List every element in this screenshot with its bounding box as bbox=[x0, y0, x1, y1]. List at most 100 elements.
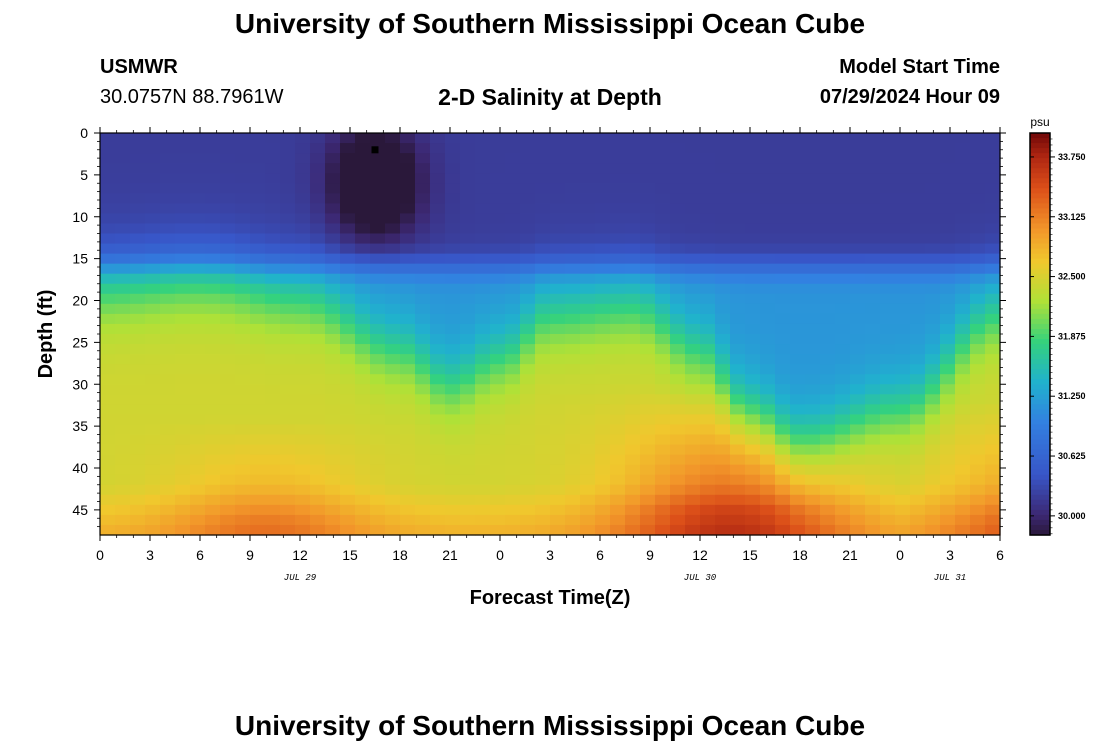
colorbar-segment bbox=[1030, 439, 1050, 446]
heatmap-cell bbox=[100, 394, 116, 405]
heatmap-cell bbox=[550, 173, 566, 184]
heatmap-cell bbox=[655, 424, 671, 436]
heatmap-cell bbox=[880, 344, 896, 355]
colorbar-segment bbox=[1030, 328, 1050, 335]
heatmap-cell bbox=[820, 293, 836, 305]
heatmap-cell bbox=[490, 504, 506, 516]
heatmap-cell bbox=[595, 253, 611, 265]
heatmap-cell bbox=[115, 384, 131, 395]
heatmap-cell bbox=[700, 163, 716, 174]
heatmap-cell bbox=[520, 203, 536, 214]
heatmap-cell bbox=[760, 163, 776, 174]
heatmap-cell bbox=[715, 374, 731, 385]
heatmap-cell bbox=[790, 474, 806, 486]
heatmap-cell bbox=[400, 153, 416, 164]
heatmap-cell bbox=[610, 193, 626, 204]
heatmap-cell bbox=[430, 303, 446, 315]
heatmap-cell bbox=[580, 454, 596, 466]
heatmap-cell bbox=[250, 253, 266, 265]
heatmap-cell bbox=[355, 293, 371, 305]
heatmap-cell bbox=[430, 514, 446, 526]
heatmap-cell bbox=[775, 374, 791, 385]
heatmap-cell bbox=[955, 203, 971, 214]
heatmap-cell bbox=[550, 374, 566, 385]
heatmap-cell bbox=[175, 384, 191, 395]
heatmap-cell bbox=[565, 143, 581, 154]
heatmap-cell bbox=[205, 444, 221, 456]
heatmap-cell bbox=[835, 273, 851, 285]
heatmap-cell bbox=[715, 424, 731, 436]
heatmap-cell bbox=[325, 504, 341, 516]
heatmap-cell bbox=[775, 233, 791, 245]
heatmap-cell bbox=[640, 424, 656, 436]
heatmap-cell bbox=[550, 213, 566, 225]
heatmap-cell bbox=[955, 514, 971, 526]
heatmap-cell bbox=[790, 424, 806, 436]
heatmap-cell bbox=[385, 444, 401, 456]
heatmap-cell bbox=[490, 223, 506, 235]
heatmap-cell bbox=[595, 303, 611, 315]
heatmap-cell bbox=[655, 143, 671, 154]
heatmap-cell bbox=[160, 434, 176, 446]
heatmap-cell bbox=[610, 434, 626, 446]
heatmap-cell bbox=[160, 384, 176, 395]
heatmap-cell bbox=[235, 334, 251, 345]
heatmap-cell bbox=[775, 183, 791, 194]
heatmap-cell bbox=[220, 464, 236, 476]
heatmap-cell bbox=[145, 233, 161, 245]
heatmap-cell bbox=[580, 504, 596, 516]
heatmap-cell bbox=[655, 504, 671, 516]
heatmap-cell bbox=[385, 394, 401, 405]
heatmap-cell bbox=[595, 494, 611, 506]
heatmap-cell bbox=[535, 173, 551, 184]
colorbar-segment bbox=[1030, 394, 1050, 400]
heatmap-cell bbox=[850, 313, 866, 325]
heatmap-cell bbox=[310, 273, 326, 285]
heatmap-cell bbox=[550, 233, 566, 245]
heatmap-cell bbox=[445, 243, 461, 255]
heatmap-cell bbox=[205, 213, 221, 225]
heatmap-cell bbox=[835, 514, 851, 526]
heatmap-cell bbox=[340, 334, 356, 345]
heatmap-cell bbox=[415, 303, 431, 315]
heatmap-cell bbox=[850, 474, 866, 486]
heatmap-cell bbox=[130, 193, 146, 204]
heatmap-cell bbox=[505, 243, 521, 255]
y-tick-label: 10 bbox=[72, 209, 88, 225]
heatmap-cell bbox=[700, 384, 716, 395]
heatmap-cell bbox=[985, 334, 1001, 345]
heatmap-cell bbox=[490, 283, 506, 295]
heatmap-cell bbox=[685, 323, 701, 335]
heatmap-cell bbox=[115, 474, 131, 486]
heatmap-cell bbox=[340, 133, 356, 144]
heatmap-cell bbox=[100, 153, 116, 164]
heatmap-cell bbox=[370, 474, 386, 486]
heatmap-cell bbox=[250, 464, 266, 476]
heatmap-cell bbox=[970, 183, 986, 194]
heatmap-cell bbox=[835, 243, 851, 255]
heatmap-cell bbox=[760, 223, 776, 235]
heatmap-cell bbox=[190, 464, 206, 476]
heatmap-cell bbox=[565, 213, 581, 225]
heatmap-cell bbox=[415, 504, 431, 516]
heatmap-cell bbox=[310, 203, 326, 214]
heatmap-cell bbox=[910, 444, 926, 456]
heatmap-cell bbox=[325, 143, 341, 154]
heatmap-cell bbox=[295, 223, 311, 235]
heatmap-cell bbox=[700, 243, 716, 255]
heatmap-cell bbox=[220, 213, 236, 225]
heatmap-cell bbox=[640, 233, 656, 245]
heatmap-cell bbox=[340, 354, 356, 365]
heatmap-cell bbox=[925, 213, 941, 225]
heatmap-cell bbox=[370, 153, 386, 164]
heatmap-cell bbox=[700, 484, 716, 496]
heatmap-cell bbox=[205, 374, 221, 385]
colorbar-segment bbox=[1030, 429, 1050, 436]
heatmap-cell bbox=[565, 354, 581, 365]
heatmap-cell bbox=[490, 344, 506, 355]
y-tick-label: 5 bbox=[80, 167, 88, 183]
heatmap-cell bbox=[730, 253, 746, 265]
heatmap-cell bbox=[955, 484, 971, 496]
heatmap-cell bbox=[925, 364, 941, 375]
